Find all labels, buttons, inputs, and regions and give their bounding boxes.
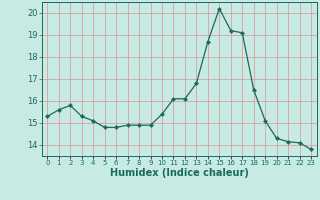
X-axis label: Humidex (Indice chaleur): Humidex (Indice chaleur) [110,168,249,178]
